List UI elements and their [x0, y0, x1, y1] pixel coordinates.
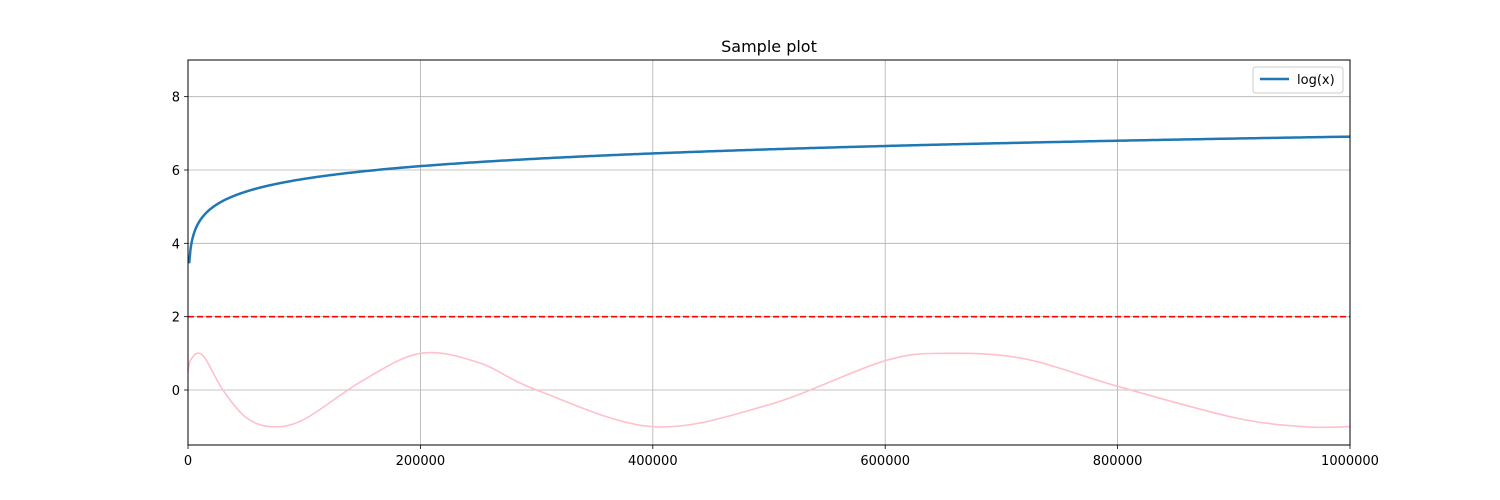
plot-frame [187, 59, 1351, 446]
y-tick-label: 2 [172, 311, 180, 326]
legend: log(x) [1252, 66, 1344, 94]
x-tick-label: 0 [184, 454, 192, 469]
y-tick-label: 8 [172, 91, 180, 106]
ticks-layer: 0 200000 400000 600000 800000 1000000 0 2 4 6 8 [172, 91, 1379, 469]
x-tick-label: 200000 [396, 454, 446, 469]
series-layer [187, 135, 1351, 429]
x-tick-label: 1000000 [1321, 454, 1379, 469]
legend-box [1252, 66, 1344, 94]
x-tick-label: 400000 [628, 454, 678, 469]
chart-title: Sample plot [721, 37, 817, 56]
y-tick-label: 4 [172, 237, 180, 252]
series-line-log-x [187, 135, 1351, 264]
y-tick-label: 0 [172, 384, 180, 399]
grid-layer [187, 60, 1351, 445]
x-tick-label: 600000 [860, 454, 910, 469]
legend-label-log-x: log(x) [1297, 73, 1335, 88]
series-line-wave [187, 351, 1351, 429]
x-tick-label: 800000 [1093, 454, 1143, 469]
y-tick-label: 6 [172, 164, 180, 179]
